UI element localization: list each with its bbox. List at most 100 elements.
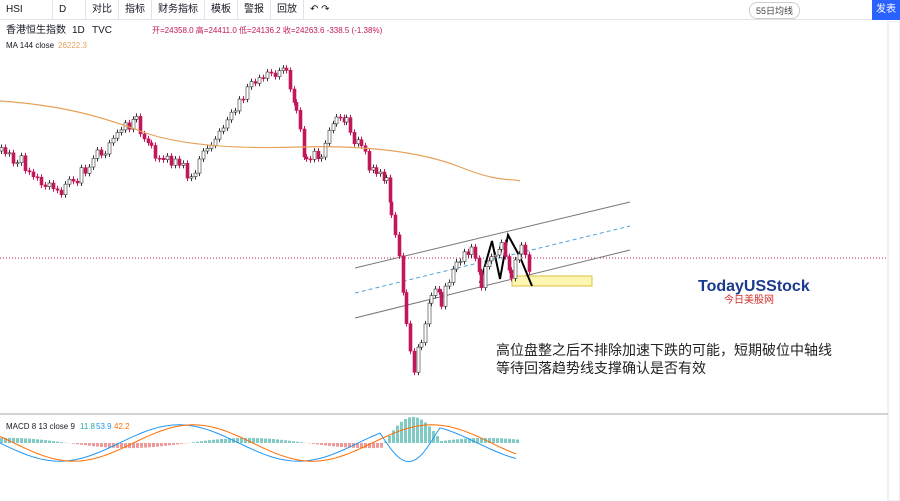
- candle: [111, 137, 116, 144]
- tool[interactable]: 指标: [119, 0, 152, 20]
- candle: [523, 244, 528, 256]
- macd-bar: [464, 438, 467, 443]
- candle: [378, 171, 383, 175]
- macd-bar: [148, 443, 151, 448]
- toolbar: HSI D 对比 指标 财务指标 模板 警报 回放 ↶ ↷: [0, 0, 900, 20]
- tool[interactable]: 财务指标: [152, 0, 205, 20]
- candle: [308, 158, 313, 161]
- candle: [217, 130, 222, 140]
- candle: [35, 176, 40, 179]
- macd-bar: [164, 443, 167, 446]
- candle: [419, 342, 424, 348]
- legend-source: TVC: [92, 25, 112, 36]
- candle: [281, 67, 286, 71]
- candle: [427, 302, 432, 325]
- publish-button[interactable]: 发表: [872, 0, 900, 20]
- macd-bar: [76, 443, 79, 445]
- tool[interactable]: 警报: [238, 0, 271, 20]
- candle: [477, 258, 482, 273]
- macd-bar: [296, 441, 299, 443]
- macd-bar: [252, 437, 255, 443]
- candle: [173, 158, 178, 166]
- macd-bar: [500, 438, 503, 443]
- macd-bar: [52, 441, 55, 443]
- macd-bar: [24, 438, 27, 443]
- tool[interactable]: 对比: [86, 0, 119, 20]
- macd-bar: [136, 443, 139, 448]
- candle: [284, 67, 289, 71]
- macd-bar: [132, 443, 135, 449]
- ma-label: MA 144 close: [6, 41, 55, 50]
- macd-bar: [388, 435, 391, 443]
- macd-bar: [272, 439, 275, 443]
- layout-selector[interactable]: 55日均线: [748, 2, 800, 19]
- symbol[interactable]: HSI: [0, 0, 53, 20]
- interval[interactable]: D: [53, 0, 86, 20]
- candle: [201, 150, 206, 160]
- candle: [169, 155, 174, 166]
- candle: [348, 117, 353, 133]
- candle: [473, 246, 478, 259]
- candle: [397, 234, 402, 257]
- candle: [319, 156, 324, 160]
- candle: [31, 171, 36, 178]
- candle: [55, 188, 60, 191]
- macd-bar: [120, 443, 123, 449]
- candle: [384, 177, 389, 181]
- tool[interactable]: 模板: [205, 0, 238, 20]
- macd-bar: [344, 443, 347, 448]
- candle: [437, 288, 442, 293]
- macd-bar: [428, 426, 431, 443]
- candle: [142, 133, 147, 140]
- candle: [51, 182, 56, 190]
- candle: [327, 130, 332, 144]
- candle: [131, 119, 136, 130]
- macd-bar: [288, 440, 291, 443]
- macd-bar: [88, 443, 91, 446]
- macd-bar: [192, 442, 195, 443]
- channel-lower: [354, 249, 631, 319]
- macd-bar: [248, 437, 251, 443]
- candle: [177, 158, 182, 166]
- macd-bar: [212, 439, 215, 443]
- undo[interactable]: ↶ ↷: [310, 3, 330, 15]
- macd-bar: [172, 443, 175, 445]
- macd-bar: [508, 438, 511, 443]
- candle: [374, 167, 379, 175]
- macd-bar: [348, 443, 351, 448]
- candle: [87, 166, 92, 174]
- candle: [11, 152, 16, 164]
- macd-bar: [340, 443, 343, 448]
- macd-bar: [324, 443, 327, 446]
- macd-bar: [196, 441, 199, 443]
- macd-bar: [92, 443, 95, 447]
- macd-bar: [256, 438, 259, 443]
- candle: [499, 242, 504, 250]
- candle: [273, 72, 278, 77]
- annotation: 高位盘整之后不排除加速下跌的可能，短期破位中轴线: [496, 342, 832, 358]
- macd-bar: [392, 430, 395, 443]
- tool[interactable]: 回放: [271, 0, 304, 20]
- macd-bar: [512, 439, 515, 443]
- candle: [401, 255, 406, 293]
- candle: [225, 119, 230, 129]
- candle: [367, 151, 372, 171]
- candle: [433, 288, 438, 296]
- macd-bar: [456, 439, 459, 443]
- candle: [205, 148, 210, 152]
- candle: [323, 142, 328, 158]
- macd-bar: [460, 438, 463, 443]
- candle: [7, 152, 12, 155]
- candle: [483, 266, 488, 288]
- macd-bar: [228, 438, 231, 443]
- candle: [213, 138, 218, 146]
- candle: [79, 167, 84, 184]
- candle: [19, 155, 24, 164]
- macd-bar: [100, 443, 103, 447]
- candle: [462, 251, 467, 262]
- macd-bar: [292, 441, 295, 443]
- price-axis: [887, 21, 900, 501]
- macd-bar: [108, 443, 111, 448]
- highlight-box: [511, 275, 593, 287]
- candle: [115, 132, 120, 139]
